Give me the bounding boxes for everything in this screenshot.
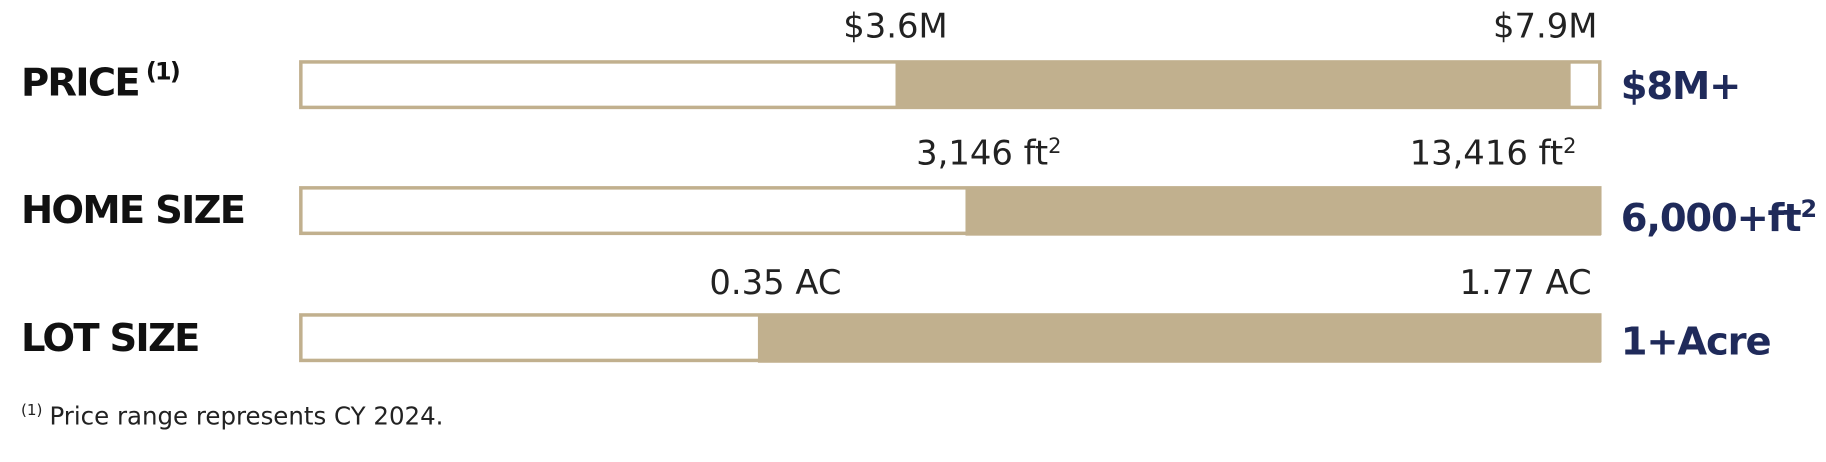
text-part: $3.6M bbox=[843, 6, 947, 45]
text-part: 2 bbox=[1048, 134, 1061, 158]
range-fill bbox=[757, 313, 1601, 363]
target-value: $8M+ bbox=[1621, 64, 1740, 109]
range-high: $7.9M bbox=[1493, 6, 1597, 45]
text-part: 3,146 ft bbox=[916, 134, 1048, 173]
text-part: (1) bbox=[21, 401, 43, 419]
range-high: 1.77 AC bbox=[1460, 263, 1592, 302]
row-label: HOME SIZE bbox=[21, 188, 244, 233]
target-value: 1+Acre bbox=[1621, 320, 1771, 365]
text-part: 1+Acre bbox=[1621, 320, 1771, 365]
text-part: 6,000+ft bbox=[1621, 196, 1801, 241]
range-fill bbox=[965, 186, 1601, 236]
range-low: $3.6M bbox=[843, 6, 947, 45]
footnote: (1) Price range represents CY 2024. bbox=[21, 401, 443, 430]
text-part: $7.9M bbox=[1493, 6, 1597, 45]
text-part: 2 bbox=[1563, 134, 1576, 158]
range-low: 3,146 ft2 bbox=[916, 134, 1061, 173]
label-note: (1) bbox=[146, 57, 179, 85]
text-part: 0.35 AC bbox=[709, 263, 841, 302]
text-part: $8M+ bbox=[1621, 64, 1740, 109]
range-low: 0.35 AC bbox=[709, 263, 841, 302]
text-part: PRICE bbox=[21, 61, 139, 106]
text-part: 1.77 AC bbox=[1460, 263, 1592, 302]
row-label: LOT SIZE bbox=[21, 316, 199, 361]
text-part: 13,416 ft bbox=[1410, 134, 1564, 173]
text-part: 2 bbox=[1800, 195, 1815, 223]
target-value: 6,000+ft2 bbox=[1621, 195, 1816, 241]
text-part: HOME SIZE bbox=[21, 188, 244, 233]
text-part: Price range represents CY 2024. bbox=[49, 402, 443, 431]
range-high: 13,416 ft2 bbox=[1410, 134, 1577, 173]
range-fill bbox=[895, 61, 1571, 108]
text-part: LOT SIZE bbox=[21, 316, 199, 361]
row-label: PRICE (1) bbox=[21, 57, 179, 105]
